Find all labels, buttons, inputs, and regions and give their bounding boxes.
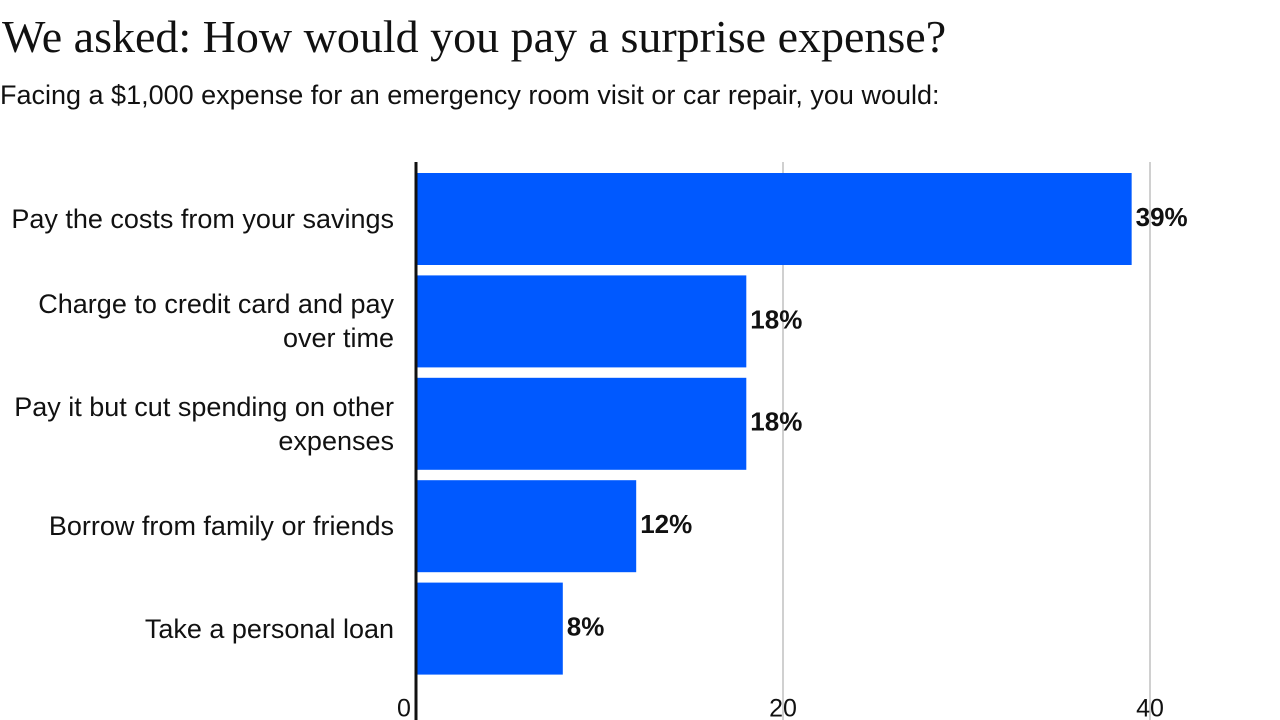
category-label: Pay the costs from your savings <box>11 204 394 234</box>
x-tick-label: 20 <box>769 695 797 720</box>
chart-title: We asked: How would you pay a surprise e… <box>2 11 947 62</box>
bar <box>416 480 637 573</box>
value-label: 8% <box>567 611 605 641</box>
bar <box>416 275 747 368</box>
value-label: 12% <box>640 509 692 539</box>
x-tick-label: 0 <box>397 695 411 720</box>
bar <box>416 377 747 470</box>
value-label: 18% <box>750 304 802 334</box>
value-label: 18% <box>750 407 802 437</box>
bar <box>416 173 1132 265</box>
x-tick-label: 40 <box>1136 695 1164 720</box>
bar <box>416 582 563 675</box>
value-label: 39% <box>1136 202 1188 232</box>
category-label: Pay it but cut spending on other expense… <box>14 391 394 456</box>
chart-subtitle: Facing a $1,000 expense for an emergency… <box>0 80 940 110</box>
category-label: Charge to credit card and pay over time <box>38 289 394 354</box>
category-label: Borrow from family or friends <box>48 511 394 542</box>
category-label: Take a personal loan <box>144 613 394 644</box>
